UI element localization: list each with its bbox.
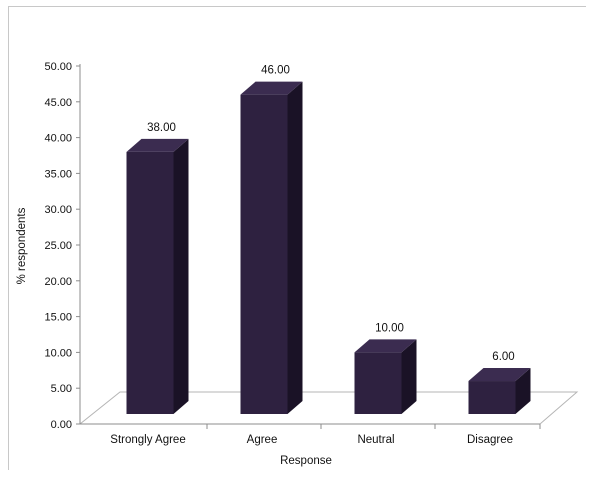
x-axis-title: Response bbox=[280, 455, 332, 467]
y-tick-label: 20.00 bbox=[44, 276, 72, 288]
y-tick-label: 0.00 bbox=[51, 419, 72, 431]
data-label: 46.00 bbox=[261, 65, 290, 77]
x-tick-label: Disagree bbox=[467, 434, 513, 446]
data-label: 6.00 bbox=[492, 351, 514, 363]
y-tick-label: 50.00 bbox=[44, 61, 72, 73]
x-tick-label: Strongly Agree bbox=[110, 434, 185, 446]
y-tick-label: 5.00 bbox=[51, 383, 72, 395]
x-tick-label: Neutral bbox=[357, 434, 394, 446]
y-tick-label: 45.00 bbox=[44, 97, 72, 109]
data-label: 10.00 bbox=[375, 322, 404, 334]
y-tick-label: 35.00 bbox=[44, 168, 72, 180]
x-tick-label: Agree bbox=[247, 434, 278, 446]
y-tick-label: 25.00 bbox=[44, 240, 72, 252]
y-tick-label: 10.00 bbox=[44, 347, 72, 359]
y-tick-label: 40.00 bbox=[44, 133, 72, 145]
y-axis-title: % respondents bbox=[16, 207, 28, 284]
bar bbox=[126, 138, 189, 415]
data-label: 38.00 bbox=[147, 122, 176, 134]
chart-frame bbox=[8, 6, 586, 470]
bar bbox=[354, 339, 417, 414]
bar bbox=[468, 368, 531, 414]
bar bbox=[240, 81, 303, 414]
y-tick-label: 15.00 bbox=[44, 312, 72, 324]
y-tick-label: 30.00 bbox=[44, 204, 72, 216]
